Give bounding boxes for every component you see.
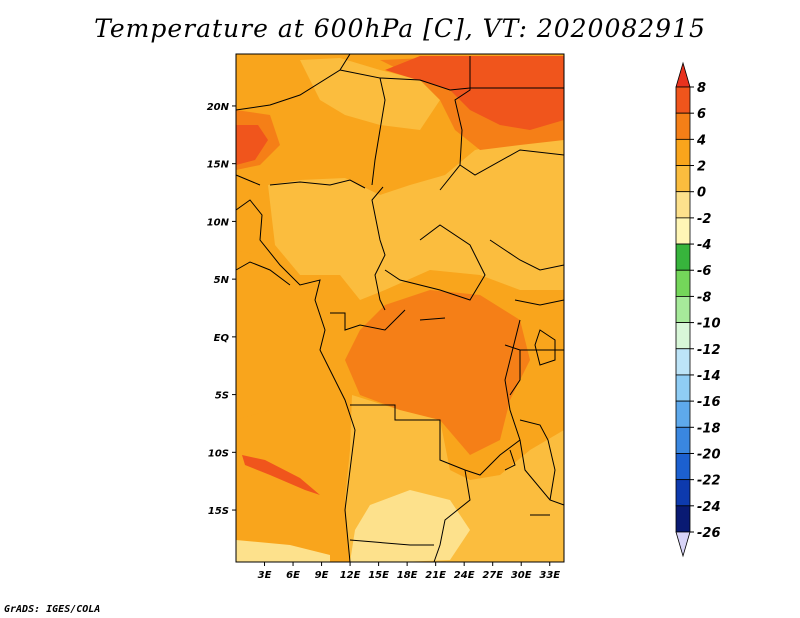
- colorbar-segment: [675, 505, 691, 533]
- y-tick-label: 15S: [208, 506, 229, 517]
- colorbar-segment: [675, 400, 691, 428]
- colorbar-label: -14: [697, 369, 721, 384]
- x-tick-label: 21E: [425, 570, 446, 581]
- grads-credit: GrADS: IGES/COLA: [4, 604, 101, 615]
- colorbar-segment: [675, 296, 691, 323]
- colorbar-segment: [675, 165, 691, 193]
- colorbar-label: -16: [697, 395, 721, 410]
- colorbar-segment: [675, 374, 691, 402]
- colorbar-segment: [675, 86, 691, 114]
- x-tick-label: 15E: [368, 570, 389, 581]
- colorbar-label: 6: [697, 107, 706, 122]
- y-tick-label: 10N: [207, 217, 230, 228]
- colorbar-label: -22: [697, 474, 721, 489]
- colorbar-segment: [675, 453, 691, 481]
- colorbar-segment: [675, 322, 691, 350]
- colorbar-label: -26: [697, 526, 721, 541]
- colorbar-label: -4: [697, 238, 711, 253]
- colorbar-label: -8: [697, 290, 711, 305]
- colorbar-segment: [675, 269, 691, 297]
- x-tick-label: 9E: [315, 570, 329, 581]
- colorbar-segment: [675, 426, 691, 454]
- colorbar-segment: [675, 348, 691, 376]
- x-tick-label: 30E: [511, 570, 532, 581]
- x-tick-label: 18E: [397, 570, 418, 581]
- y-tick-label: 20N: [207, 102, 230, 113]
- colorbar: 8 6 4 2 0 -2 -4 -6 -8 -10 -12 -14 -16 -18 -20 -22 -24 -26: [675, 61, 721, 558]
- coastlines-borders: [235, 53, 565, 563]
- chart-title: Temperature at 600hPa [C], VT: 202008291…: [94, 14, 706, 43]
- field-2-4-west: [236, 250, 320, 420]
- colorbar-segment: [675, 138, 691, 166]
- y-axis: 20N 15N 10N 5N EQ 5S 10S 15S: [207, 102, 236, 517]
- x-tick-label: 12E: [340, 570, 361, 581]
- field-6-8-coast: [242, 455, 320, 495]
- colorbar-segment: [675, 243, 691, 271]
- x-tick-label: 27E: [482, 570, 503, 581]
- field-neg2-0-b: [236, 540, 330, 562]
- colorbar-label: -10: [697, 317, 721, 332]
- colorbar-segment: [675, 479, 691, 507]
- colorbar-label: -12: [697, 343, 721, 358]
- y-tick-label: EQ: [214, 333, 230, 344]
- colorbar-segment: [675, 191, 691, 219]
- colorbar-label: -18: [697, 421, 721, 436]
- field-6-8-northeast: [385, 56, 564, 130]
- field-0-2-interior: [268, 135, 564, 300]
- colorbar-segment: [675, 112, 691, 140]
- colorbar-bottom-arrow: [675, 531, 691, 558]
- colorbar-label: -20: [697, 447, 721, 462]
- y-tick-label: 10S: [208, 448, 229, 459]
- colorbar-label: -24: [697, 500, 721, 515]
- field-4-6-congo: [345, 290, 530, 455]
- colorbar-label: 4: [696, 133, 706, 148]
- colorbar-segment: [675, 217, 691, 245]
- x-axis: 3E 6E 9E 12E 15E 18E 21E 24E 27E 30E 33E: [258, 562, 560, 581]
- plot-frame: [235, 53, 565, 563]
- colorbar-label: -6: [697, 264, 711, 279]
- colorbar-label: 2: [697, 160, 706, 175]
- colorbar-label: -2: [697, 212, 711, 227]
- x-tick-label: 6E: [286, 570, 300, 581]
- colorbar-label: 8: [697, 81, 706, 96]
- field-6-8-west: [236, 125, 268, 165]
- colorbar-top-arrow: [675, 61, 691, 88]
- y-tick-label: 5N: [214, 275, 230, 286]
- y-tick-label: 15N: [207, 160, 230, 171]
- y-tick-label: 5S: [215, 391, 229, 402]
- x-tick-label: 24E: [454, 570, 475, 581]
- x-tick-label: 33E: [539, 570, 560, 581]
- field-0-2-north: [300, 58, 440, 130]
- map-area: [236, 54, 564, 562]
- x-tick-label: 3E: [258, 570, 272, 581]
- colorbar-label: 0: [697, 186, 706, 201]
